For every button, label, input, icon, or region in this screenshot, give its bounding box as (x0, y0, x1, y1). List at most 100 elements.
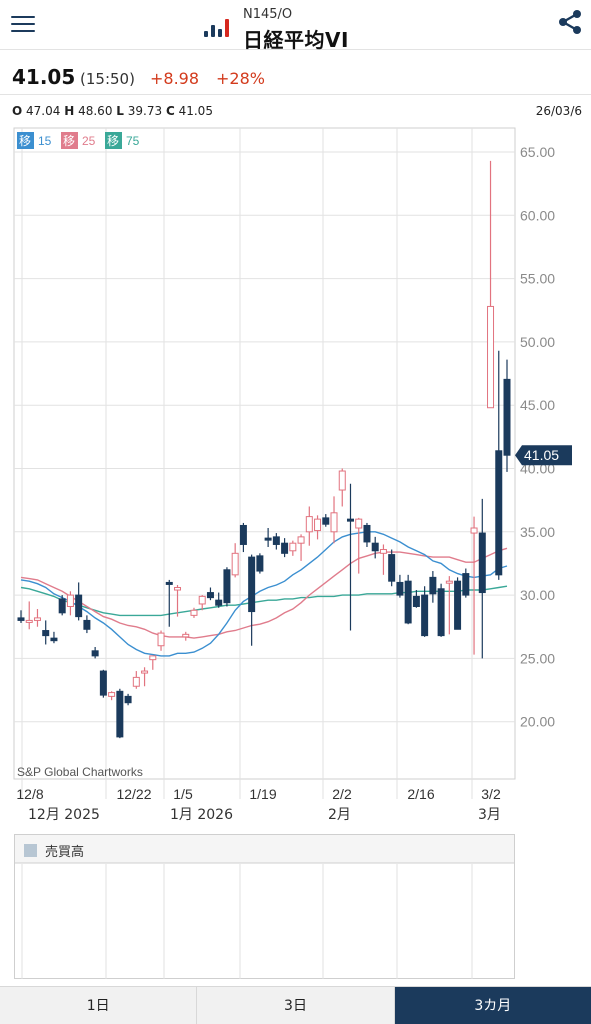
volume-legend-swatch (24, 844, 37, 857)
candle-body (281, 542, 289, 554)
y-tick-label: 50.00 (520, 334, 555, 350)
volume-header (15, 835, 514, 863)
x-tick-label: 2/2 (332, 786, 352, 802)
candle-body (330, 512, 338, 533)
candle-body (264, 537, 272, 541)
price-change-percent: +28% (216, 69, 265, 88)
tab-3-day[interactable]: 3日 (197, 987, 395, 1024)
candle-body (503, 378, 511, 456)
y-tick-label: 55.00 (520, 271, 555, 287)
candle-body (42, 630, 50, 637)
candle-body (149, 655, 157, 661)
y-tick-label: 25.00 (520, 650, 555, 666)
candle-body (165, 581, 173, 585)
low-label: L (116, 104, 124, 118)
candle-body (322, 517, 330, 525)
candle-body (297, 536, 305, 544)
y-tick-label: 35.00 (520, 524, 555, 540)
ma-legend-badge-text: 移 (19, 134, 31, 148)
x-tick-label: 3/2 (481, 786, 501, 802)
candle-body (454, 580, 462, 630)
candle-body (215, 599, 223, 606)
x-tick-label: 12/8 (16, 786, 43, 802)
volume-panel: 売買高 (14, 834, 515, 979)
candle-body (272, 536, 280, 545)
month-label: 12月 2025 (28, 807, 100, 823)
candle-body (206, 592, 214, 599)
quote-row: 41.05 (15:50) +8.98 +28% (0, 50, 591, 95)
candle-body (231, 552, 239, 576)
low-value: 39.73 (127, 104, 163, 118)
instrument-code: N145/O (243, 7, 293, 22)
candle-body (25, 619, 33, 623)
candle-body (223, 569, 231, 604)
candle-body (124, 695, 132, 704)
ma-legend-badge (17, 132, 34, 149)
ohlc-date: 26/03/6 (535, 104, 582, 118)
candle-body (58, 598, 66, 614)
candle-body (75, 594, 83, 618)
candle-body (66, 594, 74, 607)
tab-3-month[interactable]: 3カ月 (394, 987, 591, 1024)
price-chart[interactable]: 65.0060.0055.0050.0045.0040.0035.0030.00… (0, 126, 591, 832)
period-tabs: 1日 3日 3カ月 (0, 986, 591, 1024)
candle-body (404, 580, 412, 624)
candle-body (388, 554, 396, 582)
y-tick-label: 30.00 (520, 587, 555, 603)
candle-body (314, 518, 322, 532)
candle-body (17, 617, 25, 621)
candle-body (239, 524, 247, 545)
page-title: 日経平均VI (243, 28, 349, 52)
candle-body (182, 633, 190, 638)
hamburger-icon[interactable] (11, 14, 35, 34)
candle-body (305, 516, 313, 533)
candle-body (470, 527, 478, 534)
logo-icon (204, 19, 229, 37)
ma15-line (20, 531, 508, 657)
candle-body (412, 595, 420, 607)
y-tick-label: 20.00 (520, 714, 555, 730)
open-label: O (12, 104, 23, 118)
candle-body (99, 670, 107, 696)
y-tick-label: 60.00 (520, 207, 555, 223)
high-value: 48.60 (78, 104, 113, 118)
ma-legend-badge-text: 移 (63, 134, 75, 148)
ma-legend-badge-text: 移 (107, 134, 119, 148)
open-value: 47.04 (26, 104, 61, 118)
month-label: 2月 (328, 807, 351, 823)
candle-body (346, 518, 354, 522)
month-label: 1月 2026 (170, 807, 233, 823)
candle-body (256, 555, 264, 572)
watermark: S&P Global Chartworks (17, 765, 143, 779)
volume-legend-label: 売買高 (45, 844, 84, 860)
candle-body (50, 637, 58, 642)
ma-legend-label: 25 (82, 134, 96, 148)
ma-legend-label: 75 (126, 134, 140, 148)
candle-body (478, 532, 486, 594)
candle-body (371, 542, 379, 552)
candle-body (487, 305, 495, 409)
candle-body (198, 595, 206, 605)
candle-body (462, 573, 470, 596)
y-tick-label: 65.00 (520, 144, 555, 160)
candle-body (338, 470, 346, 491)
candle-body (132, 676, 140, 687)
month-label: 3月 (478, 807, 501, 823)
quote-time: (15:50) (80, 70, 135, 88)
candle-body (83, 619, 91, 630)
candle-body (33, 617, 41, 621)
candle-body (495, 450, 503, 576)
x-tick-label: 12/22 (116, 786, 151, 802)
share-icon[interactable] (556, 8, 584, 36)
last-price: 41.05 (12, 65, 76, 89)
candle-body (190, 609, 198, 616)
app-header: N145/O 日経平均VI (0, 0, 591, 52)
ma-legend-badge (61, 132, 78, 149)
close-label: C (165, 104, 175, 118)
ma-legend-badge (105, 132, 122, 149)
candle-body (141, 670, 149, 674)
current-price-label: 41.05 (524, 447, 559, 463)
tab-1-day[interactable]: 1日 (0, 987, 198, 1024)
close-value: 41.05 (178, 104, 213, 118)
candle-body (421, 594, 429, 637)
